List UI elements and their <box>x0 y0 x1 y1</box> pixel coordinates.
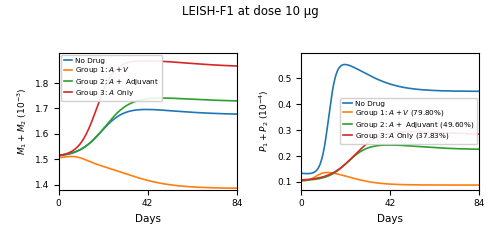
Group 2: $A +$ Adjuvant: (21.6, 1.63): $A +$ Adjuvant: (21.6, 1.63) <box>102 126 107 129</box>
Group 2: $A +$ Adjuvant: (48.8, 1.74): $A +$ Adjuvant: (48.8, 1.74) <box>159 97 165 99</box>
Group 3: $A$ Only (37.83%): (84, 0.285): $A$ Only (37.83%): (84, 0.285) <box>476 133 482 136</box>
Legend: No Drug, Group 1: $A + V$, Group 2: $A +$ Adjuvant, Group 3: $A$ Only: No Drug, Group 1: $A + V$, Group 2: $A +… <box>60 55 162 101</box>
Group 3: $A$ Only (37.83%): (14.9, 0.134): $A$ Only (37.83%): (14.9, 0.134) <box>330 172 336 174</box>
No Drug <box>102 127 107 130</box>
Group 2: $A +$ Adjuvant (49.60%): (21.6, 0.174): $A +$ Adjuvant (49.60%): (21.6, 0.174) <box>344 161 350 164</box>
Group 2: $A +$ Adjuvant (49.60%): (0, 0.106): $A +$ Adjuvant (49.60%): (0, 0.106) <box>298 179 304 182</box>
Y-axis label: $M_1 + M_2$ ($10^{-3}$): $M_1 + M_2$ ($10^{-3}$) <box>15 87 29 155</box>
No Drug <box>234 113 240 115</box>
No Drug <box>344 63 350 66</box>
Group 2: $A +$ Adjuvant (49.60%): (41.5, 0.243): $A +$ Adjuvant (49.60%): (41.5, 0.243) <box>386 144 392 147</box>
No Drug <box>418 88 424 91</box>
Group 2: $A +$ Adjuvant: (63.4, 1.74): $A +$ Adjuvant: (63.4, 1.74) <box>190 98 196 101</box>
Group 1: $A + V$ (79.80%): (38.1, 0.0941): $A + V$ (79.80%): (38.1, 0.0941) <box>379 182 385 185</box>
Group 1: $A + V$ (79.80%): (12.3, 0.137): $A + V$ (79.80%): (12.3, 0.137) <box>324 171 330 174</box>
Group 3: $A$ Only: (38, 1.89): $A$ Only: (38, 1.89) <box>136 60 142 62</box>
Group 3: $A$ Only: (14.9, 1.63): $A$ Only: (14.9, 1.63) <box>87 124 93 127</box>
Group 2: $A +$ Adjuvant: (84, 1.73): $A +$ Adjuvant: (84, 1.73) <box>234 99 240 102</box>
Line: No Drug: No Drug <box>301 65 480 174</box>
No Drug <box>433 89 439 92</box>
Group 2: $A +$ Adjuvant: (14.9, 1.56): $A +$ Adjuvant: (14.9, 1.56) <box>87 141 93 144</box>
Group 3: $A$ Only (37.83%): (56.2, 0.293): $A$ Only (37.83%): (56.2, 0.293) <box>418 130 424 133</box>
Group 1: $A + V$ (79.80%): (15, 0.134): $A + V$ (79.80%): (15, 0.134) <box>330 172 336 174</box>
No Drug <box>330 87 336 90</box>
Text: LEISH-F1 at dose 10 μg: LEISH-F1 at dose 10 μg <box>182 5 318 18</box>
No Drug <box>298 172 304 175</box>
Group 2: $A +$ Adjuvant: (56.2, 1.74): $A +$ Adjuvant: (56.2, 1.74) <box>175 97 181 100</box>
Line: Group 1: $A + V$: Group 1: $A + V$ <box>58 157 237 188</box>
Group 3: $A$ Only (37.83%): (63.4, 0.291): $A$ Only (37.83%): (63.4, 0.291) <box>432 131 438 134</box>
Group 3: $A$ Only (37.83%): (49.5, 0.293): $A$ Only (37.83%): (49.5, 0.293) <box>403 130 409 133</box>
Group 1: $A + V$ (79.80%): (63.4, 0.0882): $A + V$ (79.80%): (63.4, 0.0882) <box>432 184 438 186</box>
No Drug <box>144 108 150 111</box>
Group 2: $A +$ Adjuvant (49.60%): (49.6, 0.24): $A +$ Adjuvant (49.60%): (49.6, 0.24) <box>404 144 409 147</box>
Group 1: $A + V$ (79.80%): (56.2, 0.0885): $A + V$ (79.80%): (56.2, 0.0885) <box>418 184 424 186</box>
Group 1: $A + V$: (15, 1.49): $A + V$: (15, 1.49) <box>88 160 94 163</box>
Group 1: $A + V$: (38.1, 1.43): $A + V$: (38.1, 1.43) <box>136 177 142 179</box>
Line: Group 2: $A +$ Adjuvant (49.60%): Group 2: $A +$ Adjuvant (49.60%) <box>301 145 480 180</box>
Group 1: $A + V$: (56.2, 1.4): $A + V$: (56.2, 1.4) <box>175 184 181 187</box>
X-axis label: Days: Days <box>377 214 403 224</box>
No Drug <box>476 90 482 93</box>
No Drug <box>87 141 93 144</box>
Group 1: $A + V$: (63.4, 1.39): $A + V$: (63.4, 1.39) <box>190 185 196 188</box>
No Drug <box>380 80 386 83</box>
Group 3: $A$ Only: (21.6, 1.78): $A$ Only: (21.6, 1.78) <box>102 87 107 90</box>
Group 3: $A$ Only (37.83%): (38, 0.279): $A$ Only (37.83%): (38, 0.279) <box>378 134 384 137</box>
Group 1: $A + V$ (79.80%): (0, 0.104): $A + V$ (79.80%): (0, 0.104) <box>298 179 304 182</box>
Line: No Drug: No Drug <box>58 109 237 156</box>
X-axis label: Days: Days <box>134 214 160 224</box>
No Drug <box>304 172 310 175</box>
Group 1: $A + V$: (21.7, 1.47): $A + V$: (21.7, 1.47) <box>102 165 107 168</box>
No Drug <box>136 108 142 111</box>
Group 2: $A +$ Adjuvant (49.60%): (56.2, 0.236): $A +$ Adjuvant (49.60%): (56.2, 0.236) <box>418 145 424 148</box>
Group 2: $A +$ Adjuvant (49.60%): (84, 0.226): $A +$ Adjuvant (49.60%): (84, 0.226) <box>476 148 482 151</box>
Group 1: $A + V$ (79.80%): (84, 0.088): $A + V$ (79.80%): (84, 0.088) <box>476 184 482 186</box>
Group 3: $A$ Only: (63.4, 1.88): $A$ Only: (63.4, 1.88) <box>190 62 196 65</box>
No Drug <box>342 63 348 66</box>
Group 2: $A +$ Adjuvant (49.60%): (38, 0.242): $A +$ Adjuvant (49.60%): (38, 0.242) <box>378 144 384 147</box>
Legend: No Drug, Group 1: $A + V$ (79.80%), Group 2: $A +$ Adjuvant (49.60%), Group 3: $: No Drug, Group 1: $A + V$ (79.80%), Grou… <box>340 98 477 144</box>
Group 3: $A$ Only: (40.9, 1.89): $A$ Only: (40.9, 1.89) <box>142 59 148 62</box>
Group 1: $A + V$ (79.80%): (49.6, 0.0893): $A + V$ (79.80%): (49.6, 0.0893) <box>404 183 409 186</box>
Group 3: $A$ Only: (84, 1.87): $A$ Only: (84, 1.87) <box>234 65 240 67</box>
Group 3: $A$ Only: (56.2, 1.88): $A$ Only: (56.2, 1.88) <box>175 61 181 64</box>
Group 1: $A + V$: (84, 1.39): $A + V$: (84, 1.39) <box>234 187 240 190</box>
Group 1: $A + V$: (6.17, 1.51): $A + V$: (6.17, 1.51) <box>68 155 74 158</box>
No Drug <box>175 110 181 113</box>
Group 3: $A$ Only (37.83%): (0, 0.108): $A$ Only (37.83%): (0, 0.108) <box>298 179 304 181</box>
Line: Group 2: $A +$ Adjuvant: Group 2: $A +$ Adjuvant <box>58 98 237 155</box>
Group 1: $A + V$ (79.80%): (21.7, 0.121): $A + V$ (79.80%): (21.7, 0.121) <box>344 175 350 178</box>
Group 1: $A + V$: (0, 1.51): $A + V$: (0, 1.51) <box>56 156 62 159</box>
No Drug <box>161 109 167 112</box>
No Drug <box>404 87 409 89</box>
Group 1: $A + V$: (49.6, 1.4): $A + V$: (49.6, 1.4) <box>161 182 167 185</box>
Group 2: $A +$ Adjuvant (49.60%): (63.4, 0.232): $A +$ Adjuvant (49.60%): (63.4, 0.232) <box>432 146 438 149</box>
Line: Group 3: $A$ Only (37.83%): Group 3: $A$ Only (37.83%) <box>301 132 480 180</box>
No Drug <box>190 111 196 114</box>
Group 3: $A$ Only (37.83%): (21.6, 0.175): $A$ Only (37.83%): (21.6, 0.175) <box>344 161 350 164</box>
Group 3: $A$ Only: (0, 1.51): $A$ Only: (0, 1.51) <box>56 154 62 157</box>
Line: Group 3: $A$ Only: Group 3: $A$ Only <box>58 61 237 156</box>
Group 2: $A +$ Adjuvant: (49.6, 1.74): $A +$ Adjuvant: (49.6, 1.74) <box>161 97 167 99</box>
Group 3: $A$ Only (37.83%): (52.6, 0.294): $A$ Only (37.83%): (52.6, 0.294) <box>410 130 416 133</box>
Group 2: $A +$ Adjuvant: (0, 1.52): $A +$ Adjuvant: (0, 1.52) <box>56 154 62 157</box>
Group 2: $A +$ Adjuvant (49.60%): (14.9, 0.131): $A +$ Adjuvant (49.60%): (14.9, 0.131) <box>330 173 336 175</box>
Group 2: $A +$ Adjuvant: (38, 1.73): $A +$ Adjuvant: (38, 1.73) <box>136 99 142 102</box>
No Drug <box>56 154 62 157</box>
Y-axis label: $P_1 + P_2$ ($10^{-4}$): $P_1 + P_2$ ($10^{-4}$) <box>258 90 272 152</box>
Group 3: $A$ Only: (49.6, 1.89): $A$ Only: (49.6, 1.89) <box>161 60 167 63</box>
Line: Group 1: $A + V$ (79.80%): Group 1: $A + V$ (79.80%) <box>301 173 480 185</box>
